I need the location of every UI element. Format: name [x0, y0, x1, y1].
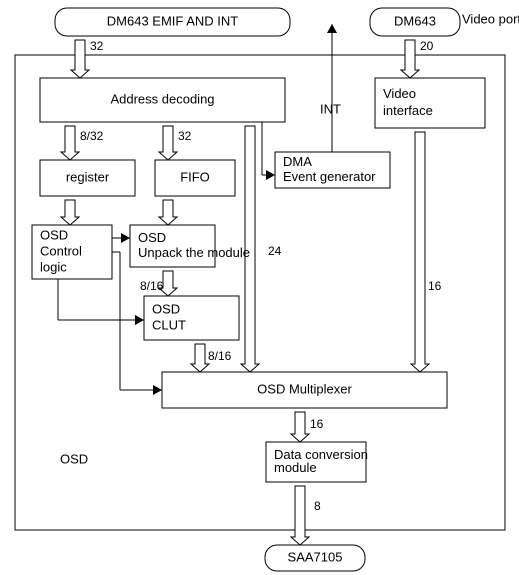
- saa-label: SAA7105: [288, 549, 343, 564]
- osd-label: OSD: [60, 451, 88, 466]
- ctrl-label: logic: [40, 259, 67, 274]
- emif-label: DM643 EMIF AND INT: [107, 13, 239, 28]
- ctrl-label: OSD: [40, 227, 68, 242]
- bus-b832: 8/32: [80, 129, 104, 143]
- dma-label: DMA: [283, 154, 312, 169]
- unpack-label: Unpack the module: [138, 245, 250, 260]
- addr-label: Address decoding: [110, 91, 214, 106]
- ctrl-label: Control: [40, 243, 82, 258]
- bus-b16b: 16: [310, 417, 324, 431]
- bus-b32b: 32: [178, 129, 192, 143]
- clut-label: CLUT: [152, 317, 186, 332]
- videop-label: Video port: [462, 11, 519, 26]
- bus-b20: 20: [420, 39, 434, 53]
- bus-b16a: 16: [428, 279, 442, 293]
- conv-label: module: [274, 460, 317, 475]
- clut-label: OSD: [152, 301, 180, 316]
- bus-b816a: 8/16: [140, 279, 164, 293]
- bus-b32a: 32: [90, 39, 104, 53]
- bus-b816b: 8/16: [208, 349, 232, 363]
- mux-label: OSD Multiplexer: [257, 381, 352, 396]
- unpack-label: OSD: [138, 230, 166, 245]
- video-label: DM643: [394, 13, 436, 28]
- bus-b8: 8: [314, 499, 321, 513]
- int-label: INT: [320, 101, 341, 116]
- dma-label: Event generator: [283, 169, 376, 184]
- fifo-label: FIFO: [180, 169, 210, 184]
- block-diagram: DM643 EMIF AND INT DM643 Video port Address…: [0, 0, 519, 575]
- vif-label: Video: [383, 86, 416, 101]
- bus-b24: 24: [268, 244, 282, 258]
- vif-label: interface: [383, 103, 433, 118]
- reg-label: register: [66, 169, 110, 184]
